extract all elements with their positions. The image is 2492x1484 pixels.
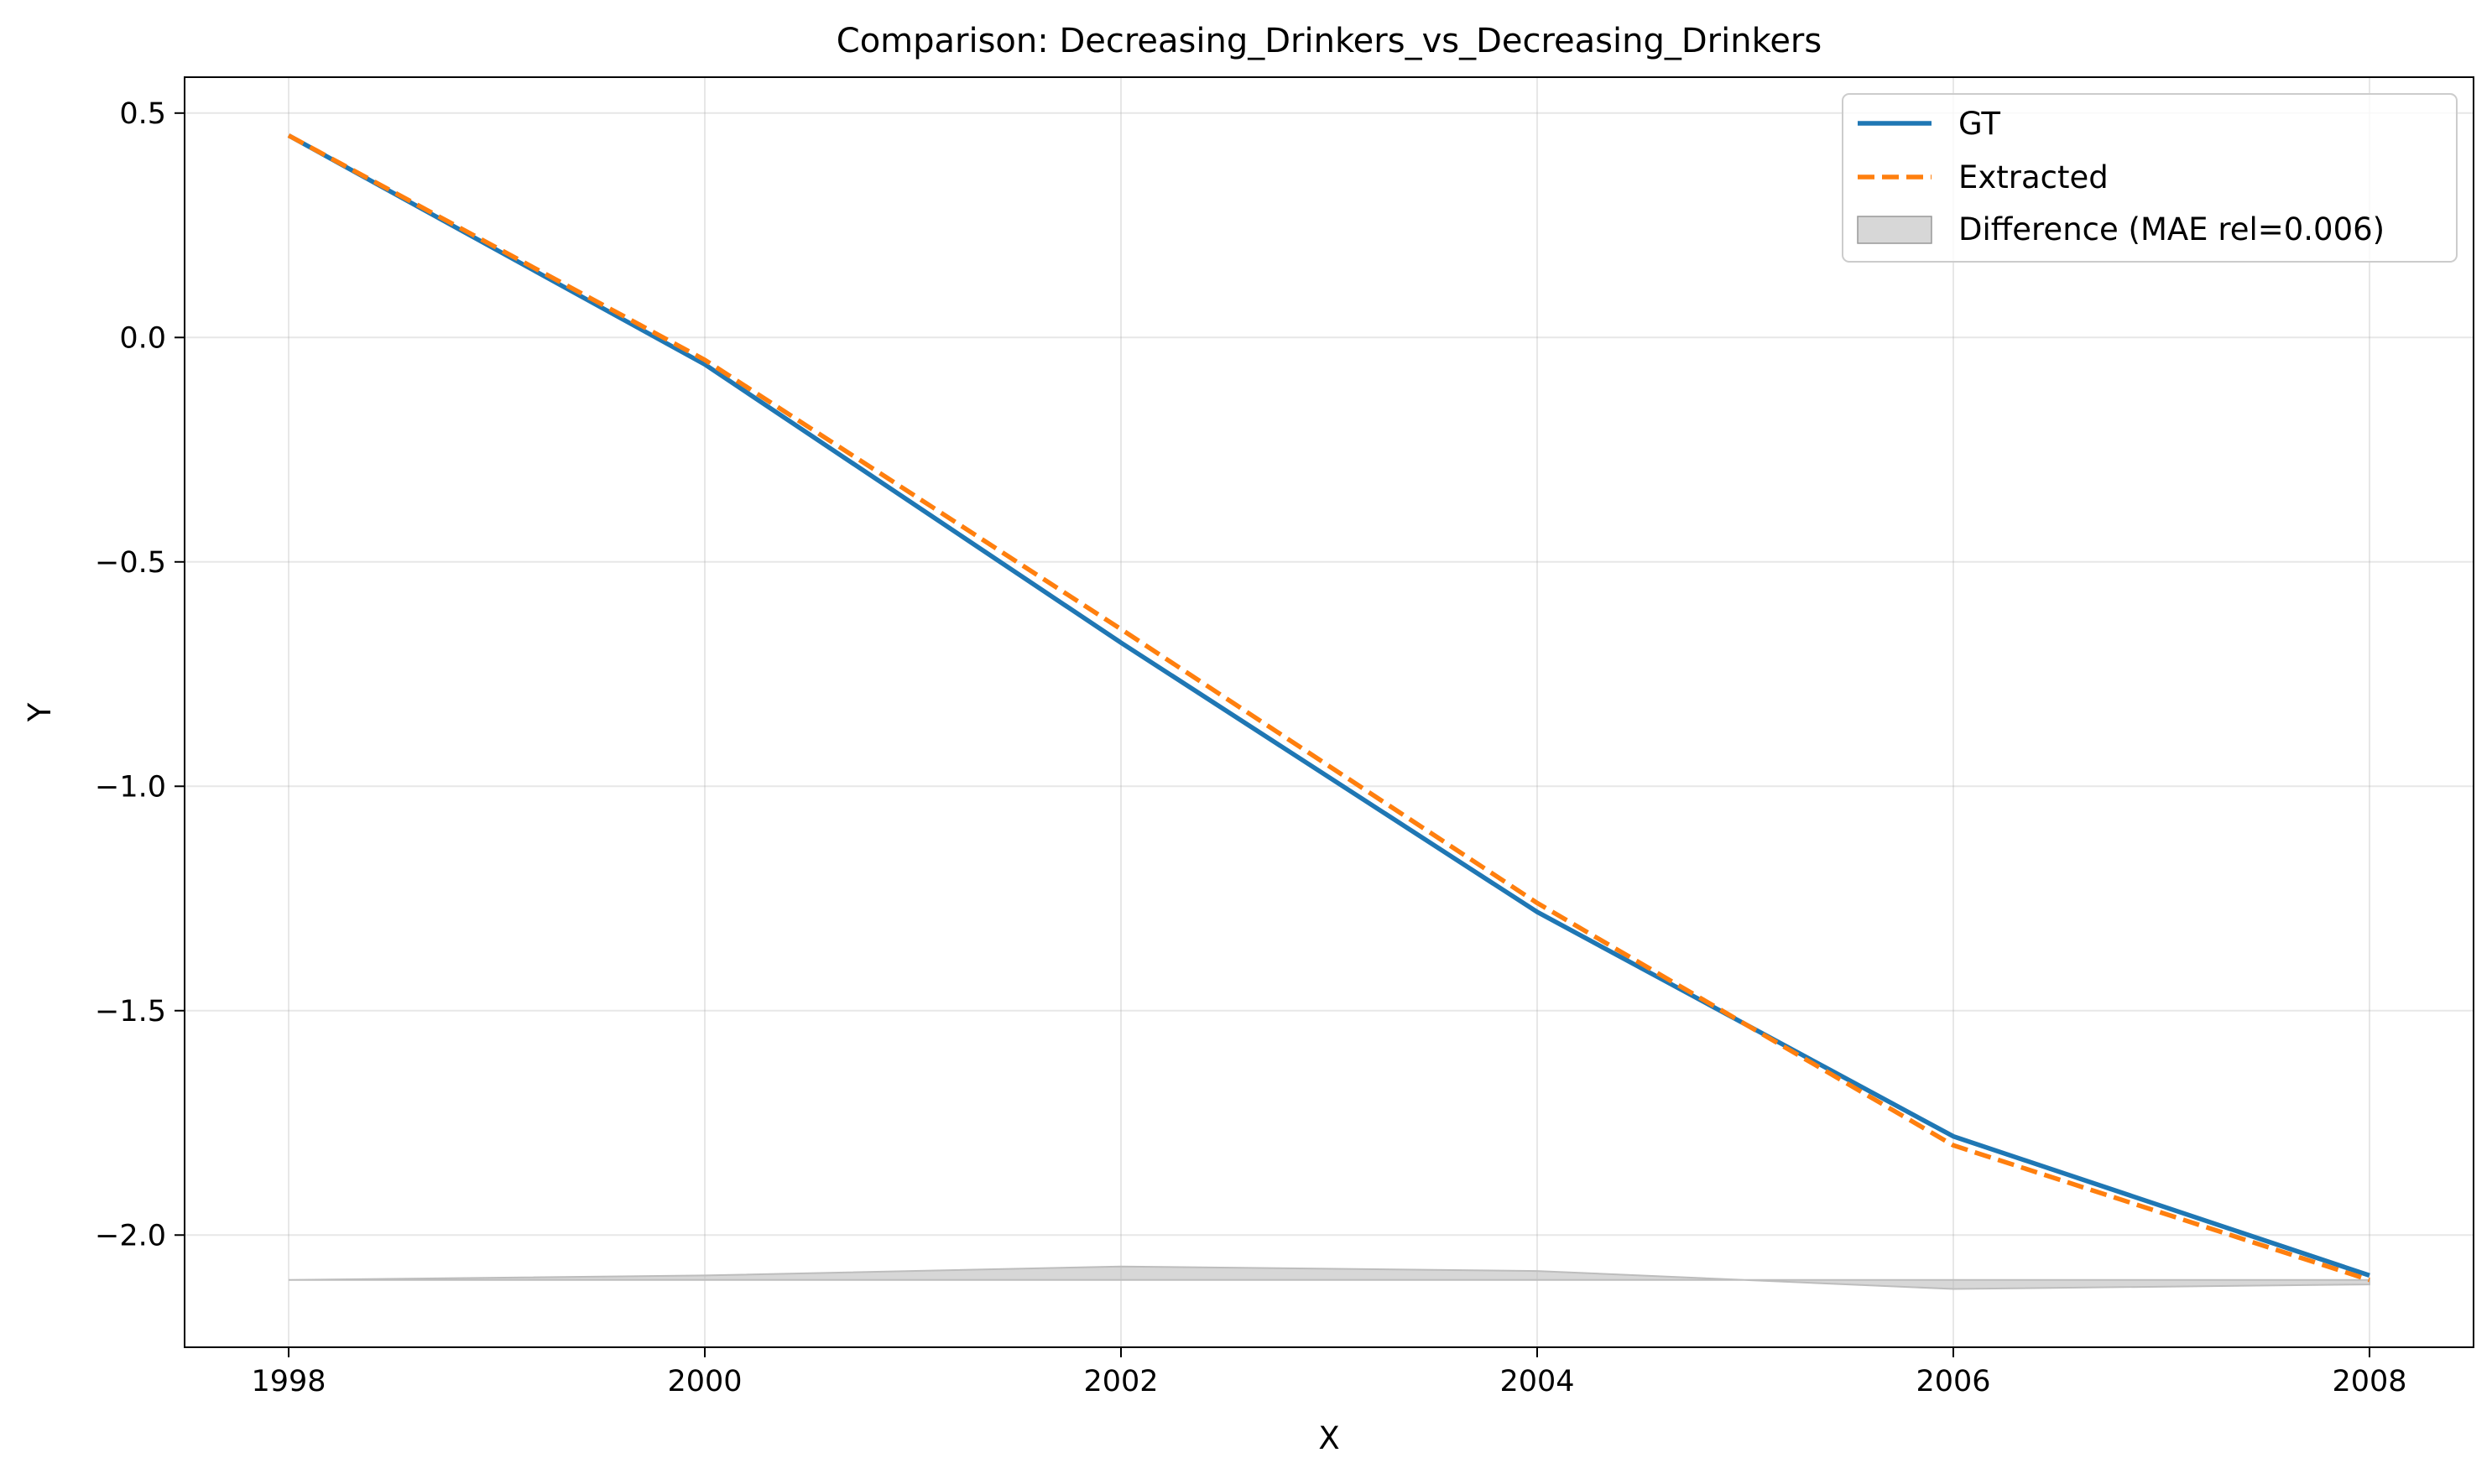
legend: GT Extracted Difference (MAE rel=0.006) — [1842, 93, 2458, 263]
legend-difference-label: Difference (MAE rel=0.006) — [1958, 211, 2385, 247]
y-tick-label: −0.5 — [95, 546, 166, 580]
x-tick-label: 2002 — [1083, 1365, 1158, 1398]
plot-frame — [184, 76, 2474, 1348]
x-tick-label: 2008 — [2332, 1365, 2406, 1398]
x-tick-label: 2004 — [1499, 1365, 1574, 1398]
series-layer — [287, 133, 2370, 1283]
legend-gt-label: GT — [1958, 106, 2000, 142]
series-line-extracted — [287, 133, 2370, 1283]
x-tick-label: 2006 — [1916, 1365, 1990, 1398]
x-axis-label: X — [1318, 1420, 1339, 1456]
x-tick-label: 2000 — [667, 1365, 742, 1398]
chart-title: Comparison: Decreasing_Drinkers_vs_Decre… — [837, 22, 1822, 60]
difference-band — [288, 1265, 2370, 1290]
difference-band-layer — [288, 1265, 2370, 1290]
y-tick-label: 0.0 — [119, 321, 166, 355]
y-tick-label: 0.5 — [119, 97, 166, 131]
y-axis-label: Y — [22, 702, 58, 722]
y-tick-label: −2.0 — [95, 1219, 166, 1252]
series-line-gt — [287, 133, 2370, 1278]
y-tick-label: −1.5 — [95, 995, 166, 1028]
legend-difference-swatch — [1857, 216, 1932, 244]
y-tick-label: −1.0 — [95, 770, 166, 804]
legend-box — [1842, 93, 2458, 263]
axis-ticks: 1998 2000 2002 2004 2006 2008 0.5 0.0 −0.5 −1.0 −1… — [95, 97, 2407, 1398]
x-tick-label: 1998 — [251, 1365, 326, 1398]
legend-extracted-label: Extracted — [1958, 159, 2109, 195]
